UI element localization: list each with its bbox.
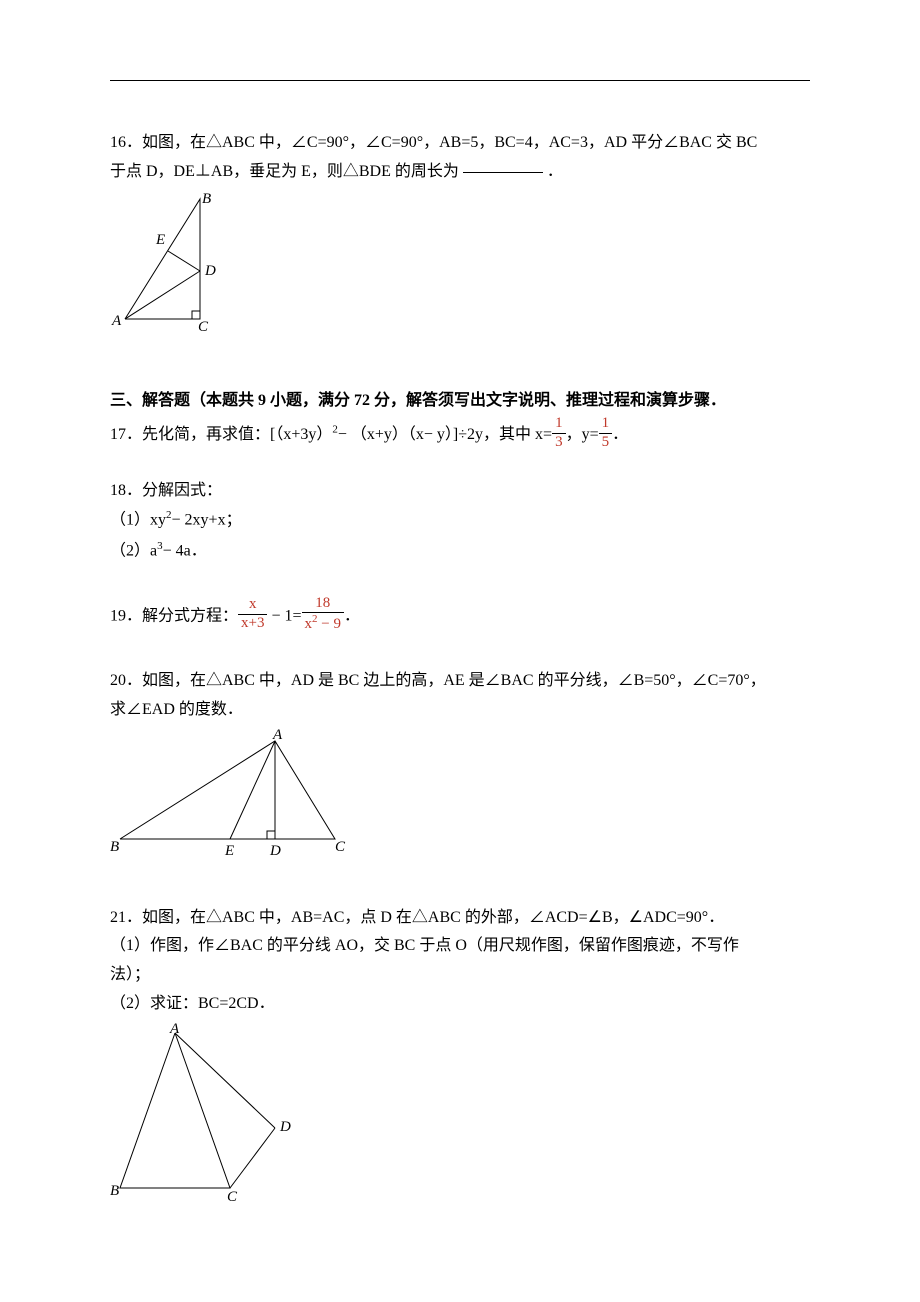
- q16-label-B: B: [202, 191, 211, 207]
- q16-line2: 于点 D，DE⊥AB，垂足为 E，则△BDE 的周长为 ．: [110, 160, 810, 185]
- q19-frac1: x x+3: [238, 597, 267, 632]
- q20-svg: A B E D C: [110, 729, 360, 869]
- q20-label-C: C: [335, 839, 346, 855]
- q19-f2-num: 18: [302, 596, 344, 612]
- q16-line2-pre: 于点 D，DE⊥AB，垂足为 E，则△BDE 的周长为: [110, 163, 459, 180]
- q21-label-B: B: [110, 1183, 119, 1199]
- q17-frac2-den: 5: [599, 435, 613, 451]
- q18-l2a: （2）a: [110, 542, 157, 559]
- q17-frac1-num: 1: [552, 416, 566, 432]
- q21-line2: （1）作图，作∠BAC 的平分线 AO，交 BC 于点 O（用尺规作图，保留作图…: [110, 934, 810, 959]
- q19-f2-den-c: − 9: [318, 616, 341, 632]
- q18-l1c: − 2xy+x；: [172, 512, 242, 529]
- q19-frac2: 18 x2 − 9: [302, 596, 344, 634]
- q20-label-E: E: [224, 843, 234, 859]
- q18-l1: （1）xy2− 2xy+x；: [110, 507, 810, 533]
- q21-label-D: D: [279, 1119, 291, 1135]
- q21-label-C: C: [227, 1189, 238, 1203]
- q18-head: 18．分解因式：: [110, 479, 810, 504]
- q20-line2: 求∠EAD 的度数．: [110, 698, 810, 723]
- top-rule: [110, 80, 810, 81]
- q16-label-E: E: [155, 232, 165, 248]
- q16-blank: [463, 172, 543, 173]
- page: 16．如图，在△ABC 中，∠C=90°，∠C=90°，AB=5，BC=4，AC…: [0, 0, 920, 1302]
- q21-line3: 法）；: [110, 963, 810, 988]
- q18-l2: （2）a3− 4a．: [110, 538, 810, 564]
- q18-l1a: （1）xy: [110, 512, 166, 529]
- q17-comma: ，y=: [566, 426, 599, 443]
- q21-figure: A B C D: [110, 1023, 810, 1212]
- q16-label-A: A: [111, 313, 122, 329]
- q19-mid: − 1=: [267, 607, 301, 624]
- q19-f2-den-a: x: [305, 616, 313, 632]
- q16-label-C: C: [198, 319, 209, 331]
- q21-svg: A B C D: [110, 1023, 300, 1203]
- q19-f1-den: x+3: [238, 616, 267, 632]
- q20-label-A: A: [272, 729, 283, 743]
- q17-frac2: 15: [599, 416, 613, 451]
- q16-figure: B E D A C: [110, 191, 810, 340]
- section-3-title: 三、解答题（本题共 9 小题，满分 72 分，解答须写出文字说明、推理过程和演算…: [110, 389, 810, 414]
- q21-line1: 21．如图，在△ABC 中，AB=AC，点 D 在△ABC 的外部，∠ACD=∠…: [110, 906, 810, 931]
- q19-f2-den: x2 − 9: [302, 614, 344, 633]
- q16-label-D: D: [204, 263, 216, 279]
- q16-svg: B E D A C: [110, 191, 220, 331]
- q17-frac2-num: 1: [599, 416, 613, 432]
- q21-line4: （2）求证：BC=2CD．: [110, 992, 810, 1017]
- q20-line1: 20．如图，在△ABC 中，AD 是 BC 边上的高，AE 是∠BAC 的平分线…: [110, 669, 810, 694]
- q19-end: ．: [344, 607, 360, 624]
- q17: 17．先化简，再求值：[（x+3y）2− （x+y）（x− y）]÷2y，其中 …: [110, 418, 810, 453]
- q16-line2-post: ．: [547, 163, 563, 180]
- q20-figure: A B E D C: [110, 729, 810, 878]
- q17-frac1: 13: [552, 416, 566, 451]
- q20-label-D: D: [269, 843, 281, 859]
- q16-line1: 16．如图，在△ABC 中，∠C=90°，∠C=90°，AB=5，BC=4，AC…: [110, 131, 810, 156]
- q18-l2c: − 4a．: [163, 542, 207, 559]
- q17-frac1-den: 3: [552, 435, 566, 451]
- q19-pre: 19．解分式方程：: [110, 607, 238, 624]
- q20-label-B: B: [110, 839, 119, 855]
- q17-pre: 17．先化简，再求值：[（x+3y）: [110, 426, 332, 443]
- q21-label-A: A: [169, 1023, 180, 1037]
- q19: 19．解分式方程：xx+3 − 1=18x2 − 9．: [110, 598, 810, 636]
- q17-mid1: − （x+y）（x− y）]÷2y，其中 x=: [338, 426, 552, 443]
- q19-f1-num: x: [238, 597, 267, 613]
- q17-end: ．: [612, 426, 628, 443]
